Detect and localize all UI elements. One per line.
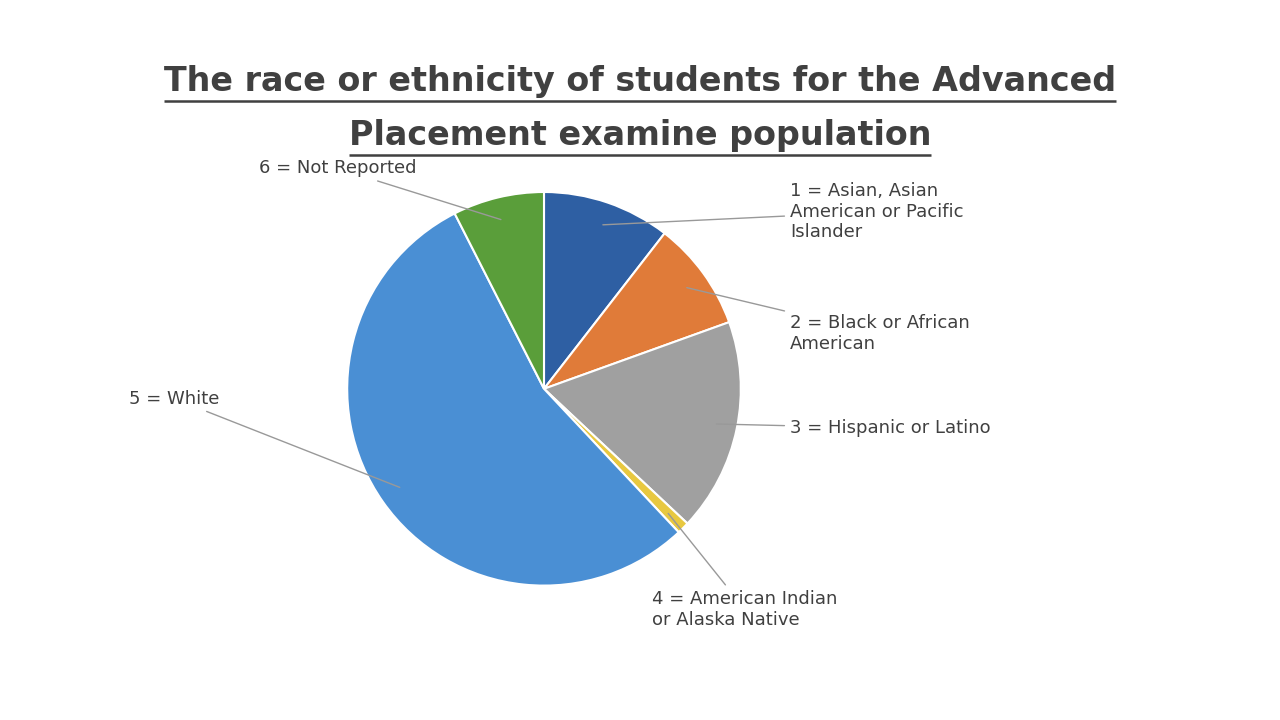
Wedge shape	[454, 192, 544, 389]
Wedge shape	[544, 192, 664, 389]
Text: 6 = Not Reported: 6 = Not Reported	[259, 159, 500, 220]
Text: 3 = Hispanic or Latino: 3 = Hispanic or Latino	[717, 419, 991, 437]
Wedge shape	[544, 389, 687, 532]
Wedge shape	[544, 233, 730, 389]
Text: 2 = Black or African
American: 2 = Black or African American	[687, 288, 970, 353]
Text: Placement examine population: Placement examine population	[348, 119, 932, 152]
Text: 4 = American Indian
or Alaska Native: 4 = American Indian or Alaska Native	[653, 513, 837, 629]
Text: 1 = Asian, Asian
American or Pacific
Islander: 1 = Asian, Asian American or Pacific Isl…	[603, 182, 964, 241]
Wedge shape	[347, 213, 678, 585]
Wedge shape	[544, 322, 741, 523]
Text: 5 = White: 5 = White	[129, 390, 399, 487]
Text: The race or ethnicity of students for the Advanced: The race or ethnicity of students for th…	[164, 65, 1116, 98]
